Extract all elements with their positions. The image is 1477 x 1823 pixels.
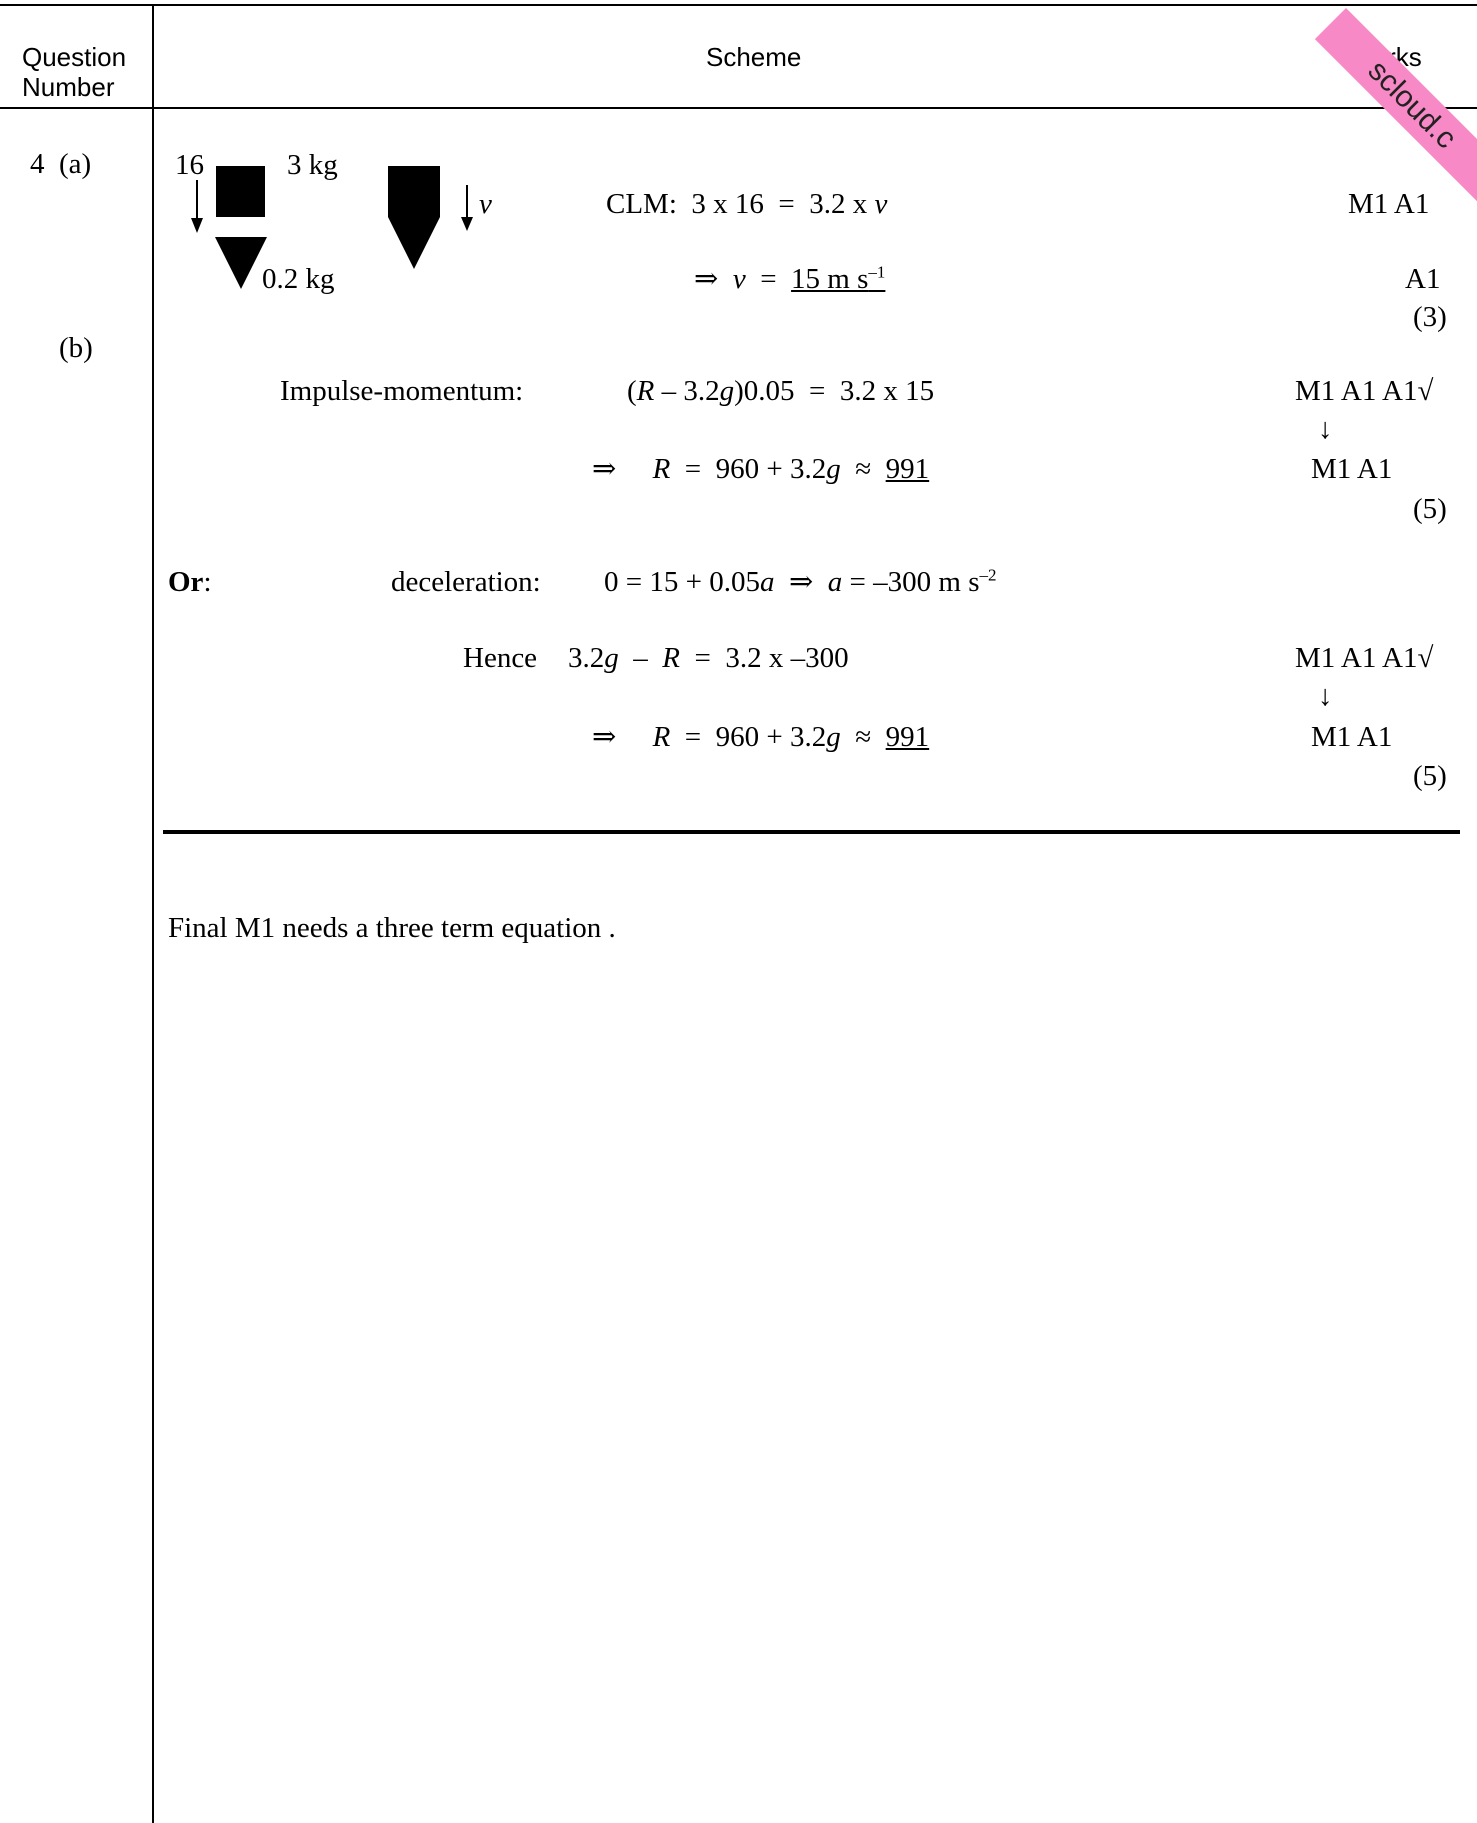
watermark-ribbon: scloud.c bbox=[1314, 8, 1477, 202]
or-bold: Or bbox=[168, 566, 204, 598]
part-b-result: ⇒ R = 960 + 3.2g ≈ 991 bbox=[592, 455, 929, 484]
velocity-label: v bbox=[479, 188, 492, 220]
part-b-result-marks: M1 A1 bbox=[1311, 453, 1393, 485]
alt-total: (5) bbox=[1413, 760, 1447, 792]
cone-0-2kg bbox=[215, 237, 267, 289]
part-b-label: (b) bbox=[59, 332, 93, 364]
impulse-mid: – 3.2 bbox=[654, 375, 720, 407]
header-bottom-border bbox=[0, 107, 1477, 109]
implies-symbol: ⇒ bbox=[694, 263, 733, 295]
down-arrow-icon bbox=[191, 180, 203, 233]
deceleration-equation: 0 = 15 + 0.05a ⇒ a = –300 m s–2 bbox=[604, 565, 997, 598]
approx: ≈ bbox=[840, 721, 886, 753]
section-separator bbox=[163, 830, 1460, 834]
hence-label: Hence bbox=[463, 642, 538, 674]
hence-equation: 3.2g – R = 3.2 x –300 bbox=[568, 644, 849, 673]
block-mass-label: 3 kg bbox=[287, 149, 338, 181]
decel-start: 0 = 15 + 0.05 bbox=[604, 566, 760, 598]
part-a-label: (a) bbox=[59, 148, 92, 180]
part-a-result: ⇒ v = 15 m s–1 bbox=[694, 263, 885, 295]
question-number-header: Question Number bbox=[22, 42, 127, 102]
hence-marks: M1 A1 A1√ bbox=[1295, 642, 1434, 674]
alt-dependency-arrow: ↓ bbox=[1318, 680, 1333, 712]
deceleration-label: deceleration: bbox=[391, 566, 541, 598]
alt-result-marks: M1 A1 bbox=[1311, 721, 1393, 753]
alt-result-mid: = 960 + 3.2 bbox=[670, 721, 827, 753]
hence-mid: – bbox=[618, 642, 663, 674]
implies-symbol: ⇒ bbox=[592, 453, 653, 485]
decel-a2: a bbox=[827, 566, 843, 598]
result-exponent: –1 bbox=[868, 262, 886, 282]
clm-equation: CLM: 3 x 16 = 3.2 x v bbox=[606, 190, 887, 219]
clm-var: v bbox=[874, 188, 888, 220]
combined-body bbox=[388, 166, 440, 269]
result-var: v bbox=[732, 263, 746, 295]
question-number: 4 bbox=[30, 148, 45, 180]
decel-end: = –300 m s bbox=[842, 566, 980, 598]
block-3kg bbox=[216, 166, 265, 217]
approx: ≈ bbox=[840, 453, 886, 485]
impulse-marks: M1 A1 A1√ bbox=[1295, 375, 1434, 407]
alt-result: ⇒ R = 960 + 3.2g ≈ 991 bbox=[592, 723, 929, 752]
speed-label: 16 bbox=[175, 149, 204, 181]
table-top-border bbox=[0, 4, 1477, 6]
decel-exponent: –2 bbox=[979, 565, 997, 585]
column-divider bbox=[152, 4, 154, 1823]
cone-mass-label: 0.2 kg bbox=[262, 263, 335, 295]
part-a-total: (3) bbox=[1413, 301, 1447, 333]
or-label: Or: bbox=[168, 568, 212, 597]
hence-start: 3.2 bbox=[568, 642, 605, 674]
result-mid: = 960 + 3.2 bbox=[670, 453, 827, 485]
implies-symbol: ⇒ bbox=[592, 721, 653, 753]
impulse-end: )0.05 = 3.2 x 15 bbox=[734, 375, 935, 407]
equals: = bbox=[745, 263, 792, 295]
alt-result-r: R bbox=[652, 721, 671, 753]
hence-r: R bbox=[662, 642, 680, 674]
alt-result-value: 991 bbox=[885, 721, 930, 753]
scheme-header: Scheme bbox=[706, 42, 802, 72]
decel-a1: a bbox=[759, 566, 775, 598]
result-value: 15 m s–1 bbox=[791, 263, 885, 295]
impulse-r: R bbox=[636, 375, 655, 407]
impulse-g: g bbox=[719, 375, 735, 407]
impulse-label: Impulse-momentum: bbox=[280, 375, 524, 407]
marking-note: Final M1 needs a three term equation . bbox=[168, 912, 616, 944]
result-g: g bbox=[826, 453, 841, 485]
impulse-equation: (R – 3.2g)0.05 = 3.2 x 15 bbox=[627, 375, 935, 407]
result-value-text: 15 m s bbox=[791, 263, 869, 295]
clm-text: CLM: 3 x 16 = 3.2 x bbox=[606, 188, 875, 220]
hence-g: g bbox=[604, 642, 619, 674]
dependency-arrow: ↓ bbox=[1318, 413, 1333, 445]
hence-end: = 3.2 x –300 bbox=[679, 642, 849, 674]
part-a-result-marks: A1 bbox=[1405, 263, 1441, 295]
decel-arrow: ⇒ bbox=[774, 566, 828, 598]
part-b-total: (5) bbox=[1413, 493, 1447, 525]
result-value: 991 bbox=[885, 453, 930, 485]
alt-result-g: g bbox=[826, 721, 841, 753]
clm-marks: M1 A1 bbox=[1348, 188, 1430, 220]
or-colon: : bbox=[203, 566, 212, 598]
result-r: R bbox=[652, 453, 671, 485]
velocity-arrow-icon bbox=[461, 185, 473, 231]
